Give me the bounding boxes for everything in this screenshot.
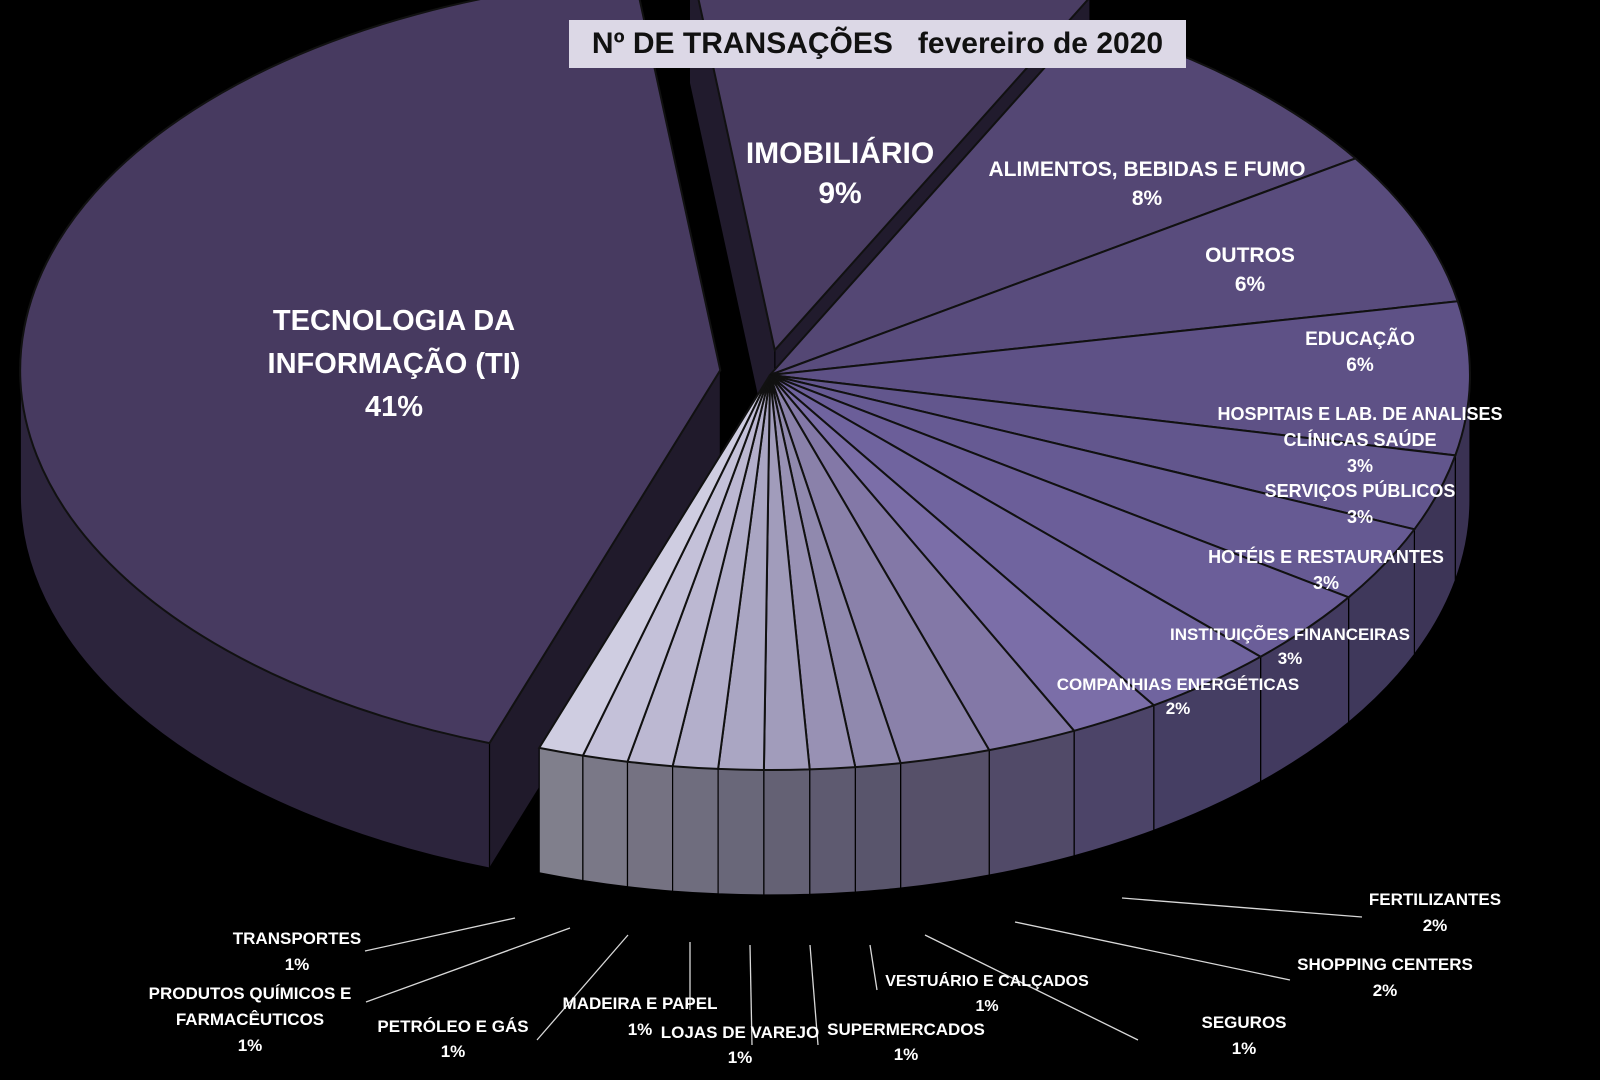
slice-label-19: TECNOLOGIA DA INFORMAÇÃO (TI) 41% — [268, 305, 521, 423]
slice-label-line: IMOBILIÁRIO — [746, 136, 934, 170]
slice-label-12: VESTUÁRIO E CALÇADOS 1% — [885, 971, 1089, 1015]
slice-label-line: 8% — [1132, 187, 1163, 210]
slice-label-line: 2% — [1166, 699, 1191, 718]
slice-label-line: ALIMENTOS, BEBIDAS E FUMO — [989, 158, 1306, 181]
slice-labels: IMOBILIÁRIO 9% ALIMENTOS, BEBIDAS E FUMO 8%… — [149, 136, 1503, 1067]
slice-label-line: SERVIÇOS PÚBLICOS — [1265, 480, 1456, 501]
slice-label-line: TRANSPORTES — [233, 929, 361, 948]
slice-label-line: HOTÉIS E RESTAURANTES — [1208, 546, 1444, 567]
slice-side-16 — [626, 761, 674, 892]
slice-label-18: TRANSPORTES 1% — [233, 929, 361, 974]
slice-side-14 — [717, 768, 765, 896]
slice-19 — [19, 0, 722, 745]
slice-label-line: 1% — [441, 1042, 466, 1061]
slice-side-11 — [854, 762, 902, 893]
slice-label-line: FARMACÊUTICOS — [176, 1010, 324, 1029]
chart-title-box: Nº DE TRANSAÇÕES fevereiro de 2020 — [569, 20, 1186, 68]
slice-label-line: 6% — [1235, 273, 1266, 296]
slice-label-line: FERTILIZANTES — [1369, 890, 1501, 909]
slice-label-line: VESTUÁRIO E CALÇADOS — [885, 971, 1089, 990]
chart-title: Nº DE TRANSAÇÕES fevereiro de 2020 — [591, 27, 1164, 60]
slice-label-line: OUTROS — [1205, 244, 1295, 267]
slice-label-4: HOSPITAIS E LAB. DE ANALISES CLÍNICAS SAÚ… — [1217, 404, 1502, 476]
slice-label-line: 3% — [1347, 507, 1373, 527]
leader-line-9 — [364, 917, 516, 952]
slice-label-line: SHOPPING CENTERS — [1297, 955, 1473, 974]
slice-label-2: OUTROS 6% — [1205, 244, 1295, 296]
slice-label-0: IMOBILIÁRIO 9% — [746, 136, 934, 210]
slice-0 — [697, 0, 1089, 353]
slice-label-8: COMPANHIAS ENERGÉTICAS 2% — [1057, 675, 1299, 718]
slice-label-9: FERTILIZANTES 2% — [1369, 890, 1501, 935]
slice-label-line: 1% — [728, 1048, 753, 1067]
leader-line-0 — [1121, 897, 1363, 918]
leader-line-1 — [1014, 921, 1291, 981]
slice-label-6: HOTÉIS E RESTAURANTES 3% — [1208, 546, 1444, 593]
slice-label-15: MADEIRA E PAPEL 1% — [563, 994, 718, 1039]
slice-label-line: 2% — [1373, 981, 1398, 1000]
slice-label-line: 6% — [1346, 355, 1374, 376]
leader-lines — [364, 897, 1363, 1046]
slice-label-line: 9% — [818, 177, 861, 210]
slice-label-line: CLÍNICAS SAÚDE — [1283, 429, 1436, 450]
slice-label-line: 1% — [975, 998, 998, 1015]
leader-line-5 — [749, 944, 753, 1046]
slice-label-line: 3% — [1313, 573, 1339, 593]
slice-3 — [769, 300, 1471, 457]
slice-label-line: 2% — [1423, 916, 1448, 935]
leader-line-8 — [365, 927, 571, 1003]
slice-label-line: PRODUTOS QUÍMICOS E — [149, 984, 352, 1003]
leader-line-7 — [536, 934, 629, 1041]
slice-label-line: EDUCAÇÃO — [1305, 328, 1415, 350]
slice-label-line: COMPANHIAS ENERGÉTICAS — [1057, 675, 1299, 694]
slice-side-12 — [809, 766, 856, 896]
leader-line-4 — [809, 944, 819, 1046]
slice-label-line: TECNOLOGIA DA — [273, 305, 515, 337]
slice-label-13: SUPERMERCADOS 1% — [827, 1020, 985, 1064]
slice-label-line: 1% — [285, 955, 310, 974]
slice-label-line: INSTITUIÇÕES FINANCEIRAS — [1170, 624, 1410, 644]
slice-2 — [769, 157, 1460, 376]
slice-label-line: INFORMAÇÃO (TI) — [268, 346, 521, 380]
slice-label-line: LOJAS DE VAREJO — [661, 1023, 819, 1042]
slice-side-13 — [763, 768, 811, 896]
pie-tops — [19, 0, 1471, 772]
slice-label-11: SEGUROS 1% — [1201, 1013, 1286, 1058]
slice-label-7: INSTITUIÇÕES FINANCEIRAS 3% — [1170, 624, 1410, 668]
slice-label-3: EDUCAÇÃO 6% — [1305, 328, 1415, 376]
slice-label-16: PETRÓLEO E GÁS 1% — [377, 1017, 528, 1061]
slice-label-17: PRODUTOS QUÍMICOS E FARMACÊUTICOS 1% — [149, 984, 352, 1055]
slice-label-line: 1% — [1232, 1039, 1257, 1058]
slice-side-15 — [672, 765, 719, 895]
slice-side-10 — [900, 749, 990, 889]
slice-label-line: 3% — [1278, 649, 1303, 668]
slice-label-line: 1% — [894, 1045, 919, 1064]
leader-line-3 — [869, 944, 878, 991]
slice-label-14: LOJAS DE VAREJO 1% — [661, 1023, 819, 1067]
slice-label-10: SHOPPING CENTERS 2% — [1297, 955, 1473, 1000]
slice-label-line: PETRÓLEO E GÁS — [377, 1017, 528, 1036]
slice-label-line: SUPERMERCADOS — [827, 1020, 985, 1039]
slice-side-9 — [988, 730, 1075, 876]
slice-label-line: SEGUROS — [1201, 1013, 1286, 1032]
slice-label-line: HOSPITAIS E LAB. DE ANALISES — [1217, 404, 1502, 424]
leader-line-2 — [924, 934, 1139, 1041]
slice-label-5: SERVIÇOS PÚBLICOS 3% — [1265, 480, 1456, 527]
slice-label-line: 41% — [365, 391, 423, 423]
slice-18 — [537, 374, 771, 757]
slice-label-line: 1% — [628, 1020, 653, 1039]
slice-side-17 — [582, 754, 629, 888]
slice-side-18 — [538, 747, 584, 882]
slice-label-line: 1% — [238, 1036, 263, 1055]
slice-label-line: MADEIRA E PAPEL — [563, 994, 718, 1013]
slice-label-1: ALIMENTOS, BEBIDAS E FUMO 8% — [989, 158, 1306, 210]
slice-label-line: 3% — [1347, 456, 1373, 476]
